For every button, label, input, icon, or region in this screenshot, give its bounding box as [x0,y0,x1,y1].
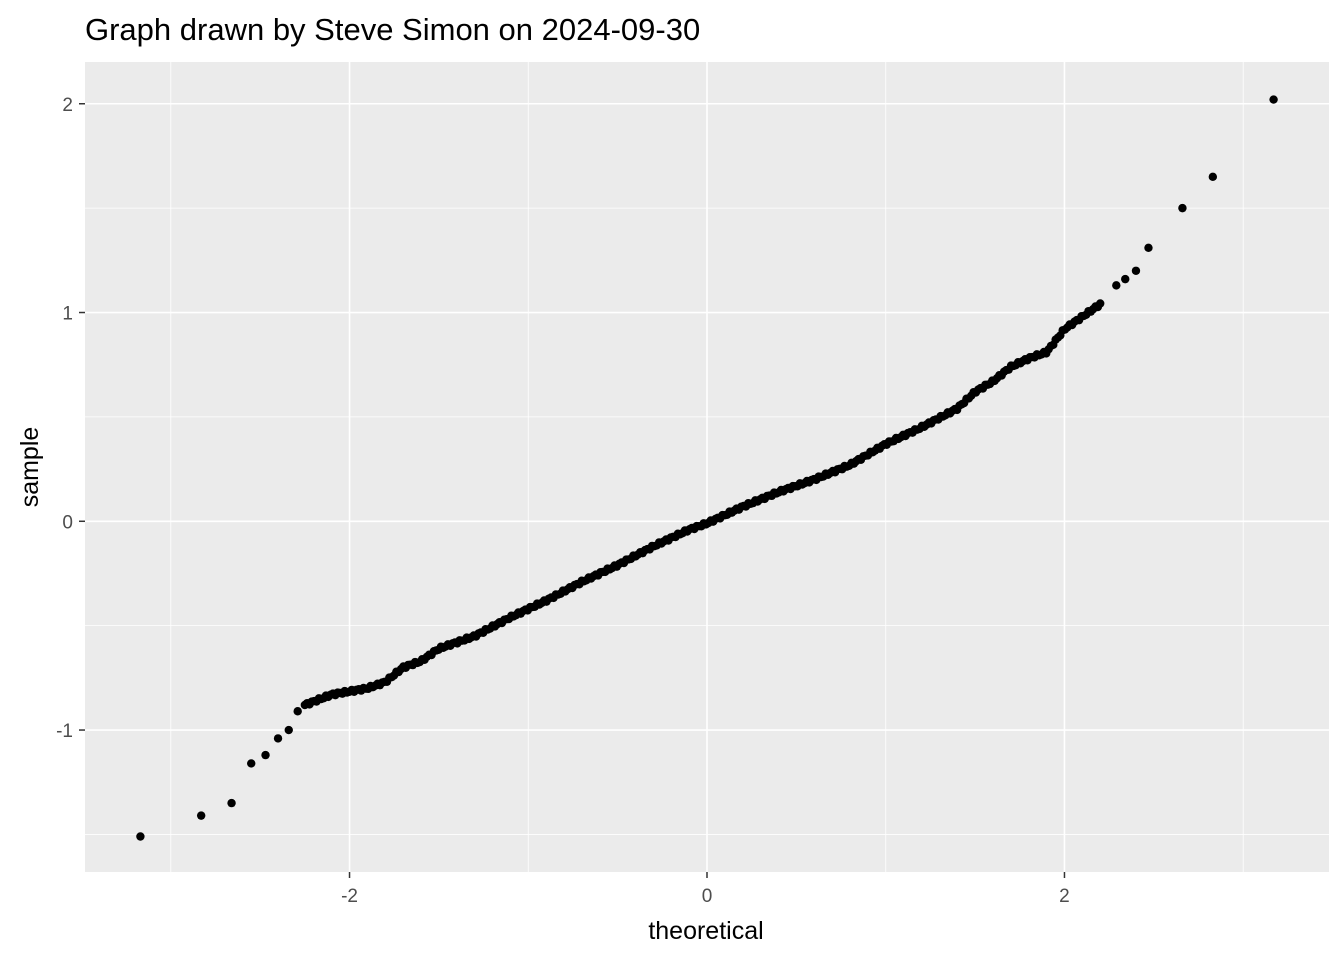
data-point [293,707,302,716]
data-point [261,750,270,760]
y-tick-label: 1 [62,304,73,325]
data-point [1144,243,1153,252]
data-point [136,832,145,841]
data-point [227,798,236,808]
y-tick-label: -1 [56,721,73,742]
data-point [273,734,283,743]
data-point [284,725,293,735]
x-tick-label: 2 [1059,886,1070,907]
data-point [196,811,206,820]
data-point [1178,203,1187,213]
major-gridlines [85,62,1329,872]
data-point [1208,172,1218,182]
data-point [1131,266,1141,275]
data-point [247,759,256,768]
data-point [1269,95,1278,104]
x-axis-label: theoretical [648,917,763,945]
data-points [136,95,1278,841]
x-axis-ticks: -2 0 2 [341,872,1070,907]
y-tick-label: 0 [62,512,73,533]
data-point [1121,274,1130,284]
x-tick-label: -2 [341,886,358,907]
y-tick-label: 2 [62,95,73,116]
data-point [1112,281,1121,290]
y-axis-ticks: -1 0 1 2 [56,95,85,742]
x-tick-label: 0 [702,886,713,907]
chart-title: Graph drawn by Steve Simon on 2024-09-30 [85,12,700,47]
y-axis-label: sample [16,427,44,508]
data-point [1096,299,1105,308]
